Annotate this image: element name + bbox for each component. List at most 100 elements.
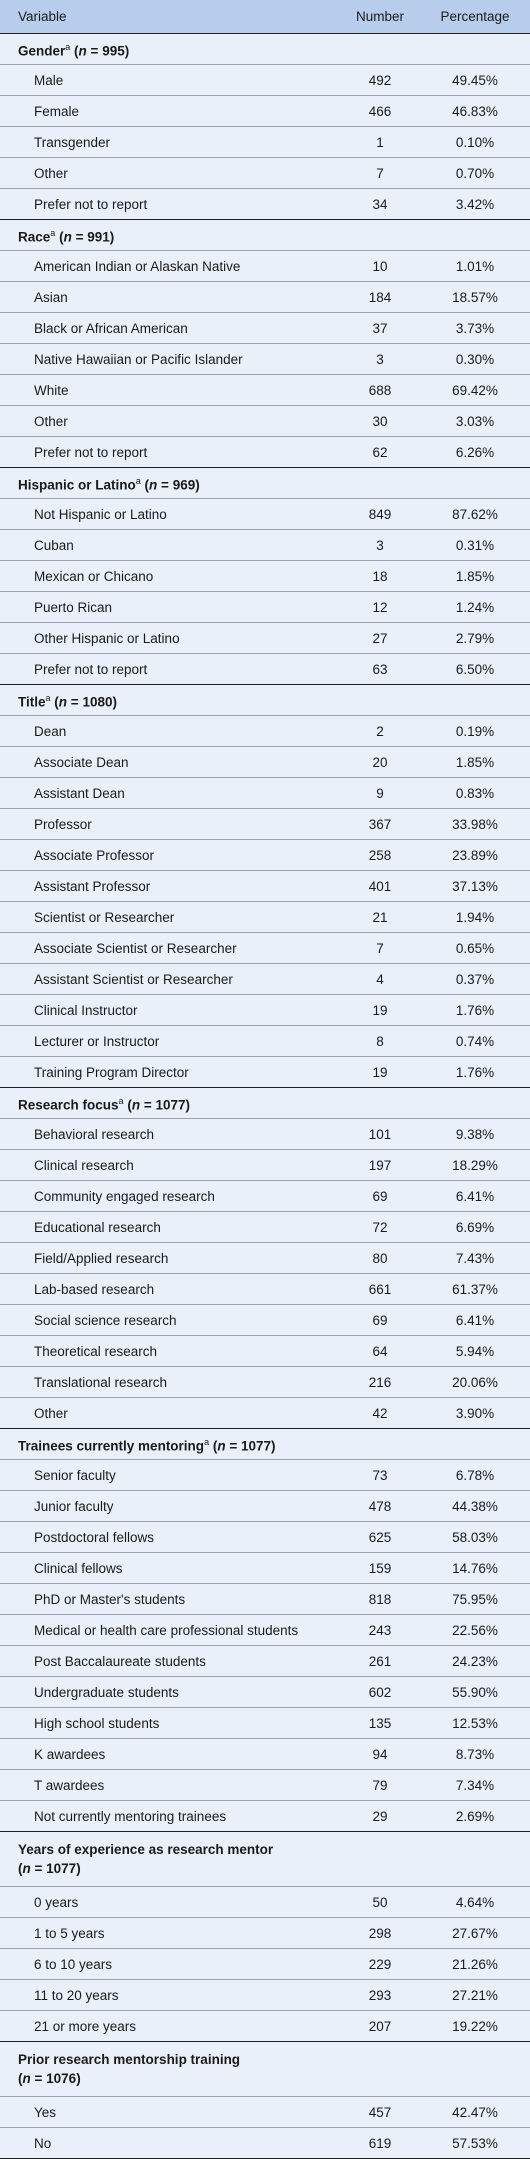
table-row: Clinical research 197 18.29% bbox=[0, 1150, 530, 1181]
table-body: Gendera (n = 995) Male 492 49.45% Female 466 4… bbox=[0, 34, 530, 2159]
table-row: White 688 69.42% bbox=[0, 375, 530, 406]
row-percentage: 58.03% bbox=[452, 1529, 498, 1545]
row-label: Clinical fellows bbox=[34, 1560, 123, 1576]
row-percentage: 19.22% bbox=[452, 2018, 498, 2034]
table-row: Field/Applied research 80 7.43% bbox=[0, 1243, 530, 1274]
row-number: 135 bbox=[368, 1715, 392, 1731]
row-percentage: 2.69% bbox=[455, 1808, 495, 1824]
row-number: 69 bbox=[372, 1312, 388, 1328]
table-row: Prefer not to report 34 3.42% bbox=[0, 189, 530, 220]
section-header: Gendera (n = 995) bbox=[0, 34, 530, 65]
row-number: 243 bbox=[368, 1622, 392, 1638]
row-percentage: 0.30% bbox=[455, 351, 495, 367]
section-n: 995 bbox=[102, 43, 125, 59]
row-number: 3 bbox=[376, 351, 384, 367]
table-row: Asian 184 18.57% bbox=[0, 282, 530, 313]
table-row: Clinical Instructor 19 1.76% bbox=[0, 995, 530, 1026]
row-label: Prefer not to report bbox=[34, 196, 148, 212]
row-number: 159 bbox=[368, 1560, 392, 1576]
row-number: 50 bbox=[372, 1894, 388, 1910]
table-row: Female 466 46.83% bbox=[0, 96, 530, 127]
section-header: Racea (n = 991) bbox=[0, 220, 530, 251]
row-number: 27 bbox=[372, 630, 388, 646]
row-percentage: 1.94% bbox=[455, 909, 495, 925]
table-row: Other Hispanic or Latino 27 2.79% bbox=[0, 623, 530, 654]
section-label: Gender bbox=[18, 43, 66, 59]
row-label: Not Hispanic or Latino bbox=[34, 506, 167, 522]
table-row: K awardees 94 8.73% bbox=[0, 1739, 530, 1770]
row-percentage: 75.95% bbox=[452, 1591, 498, 1607]
section-header: Years of experience as research mentor (n… bbox=[0, 1832, 530, 1887]
n-symbol: n bbox=[131, 1097, 141, 1113]
table-row: Associate Dean 20 1.85% bbox=[0, 747, 530, 778]
row-label: Prefer not to report bbox=[34, 661, 148, 677]
table-row: Mexican or Chicano 18 1.85% bbox=[0, 561, 530, 592]
row-label: 0 years bbox=[34, 1894, 79, 1910]
row-label: No bbox=[34, 2135, 52, 2151]
table-row: Clinical fellows 159 14.76% bbox=[0, 1553, 530, 1584]
row-number: 30 bbox=[372, 413, 388, 429]
row-label: 6 to 10 years bbox=[34, 1956, 113, 1972]
row-label: Prefer not to report bbox=[34, 444, 148, 460]
row-percentage: 33.98% bbox=[452, 816, 498, 832]
row-label: Assistant Professor bbox=[34, 878, 151, 894]
n-symbol: n bbox=[149, 477, 158, 493]
table-row: PhD or Master's students 818 75.95% bbox=[0, 1584, 530, 1615]
section-label-cell: Hispanic or Latinoa (n = 969) bbox=[18, 475, 200, 493]
row-number: 229 bbox=[368, 1956, 392, 1972]
section-n: 1076 bbox=[46, 2071, 77, 2086]
row-number: 849 bbox=[368, 506, 392, 522]
n-symbol: n bbox=[217, 1438, 226, 1454]
row-number: 478 bbox=[368, 1498, 392, 1514]
n-symbol: n bbox=[78, 43, 87, 59]
row-percentage: 55.90% bbox=[452, 1684, 498, 1700]
section-label: Race bbox=[18, 229, 51, 245]
row-percentage: 4.64% bbox=[455, 1894, 495, 1910]
section-label-cell: Years of experience as research mentor (n… bbox=[18, 1842, 274, 1876]
row-label: Native Hawaiian or Pacific Islander bbox=[34, 351, 243, 367]
row-label: Undergraduate students bbox=[34, 1684, 179, 1700]
row-percentage: 6.26% bbox=[455, 444, 495, 460]
row-percentage: 6.41% bbox=[455, 1312, 495, 1328]
row-percentage: 18.29% bbox=[452, 1157, 498, 1173]
table-row: Cuban 3 0.31% bbox=[0, 530, 530, 561]
row-label: Translational research bbox=[34, 1374, 168, 1390]
table-row: Prefer not to report 63 6.50% bbox=[0, 654, 530, 685]
table-row: Scientist or Researcher 21 1.94% bbox=[0, 902, 530, 933]
row-number: 2 bbox=[376, 723, 384, 739]
row-number: 42 bbox=[372, 1405, 388, 1421]
row-percentage: 1.01% bbox=[455, 258, 495, 274]
row-percentage: 1.76% bbox=[455, 1002, 495, 1018]
row-number: 34 bbox=[372, 196, 388, 212]
row-percentage: 87.62% bbox=[452, 506, 498, 522]
n-symbol: n bbox=[58, 694, 68, 710]
row-number: 63 bbox=[372, 661, 388, 677]
table-row: Lab-based research 661 61.37% bbox=[0, 1274, 530, 1305]
row-label: Other bbox=[34, 1405, 68, 1421]
row-label: Postdoctoral fellows bbox=[34, 1529, 155, 1545]
row-percentage: 0.31% bbox=[455, 537, 495, 553]
section-label: Title bbox=[18, 694, 46, 710]
row-percentage: 0.65% bbox=[455, 940, 495, 956]
table-row: Assistant Professor 401 37.13% bbox=[0, 871, 530, 902]
table-row: 0 years 50 4.64% bbox=[0, 1887, 530, 1918]
row-label: Behavioral research bbox=[34, 1126, 155, 1142]
table-row: Dean 2 0.19% bbox=[0, 716, 530, 747]
n-symbol: n bbox=[22, 1861, 31, 1876]
table-row: Training Program Director 19 1.76% bbox=[0, 1057, 530, 1088]
row-label: Lecturer or Instructor bbox=[34, 1033, 160, 1049]
row-label: Clinical research bbox=[34, 1157, 134, 1173]
footnote-marker: a bbox=[135, 475, 141, 486]
row-number: 10 bbox=[372, 258, 388, 274]
row-number: 466 bbox=[368, 103, 392, 119]
section-header: Prior research mentorship training (n = 1… bbox=[0, 2042, 530, 2097]
table-row: Not currently mentoring trainees 29 2.69% bbox=[0, 1801, 530, 1832]
row-label: 21 or more years bbox=[34, 2018, 137, 2034]
row-percentage: 0.37% bbox=[455, 971, 495, 987]
row-label: Yes bbox=[34, 2104, 57, 2120]
row-percentage: 6.69% bbox=[455, 1219, 495, 1235]
row-percentage: 0.19% bbox=[455, 723, 495, 739]
table-row: American Indian or Alaskan Native 10 1.01% bbox=[0, 251, 530, 282]
table-row: Transgender 1 0.10% bbox=[0, 127, 530, 158]
row-label: Male bbox=[34, 72, 64, 88]
